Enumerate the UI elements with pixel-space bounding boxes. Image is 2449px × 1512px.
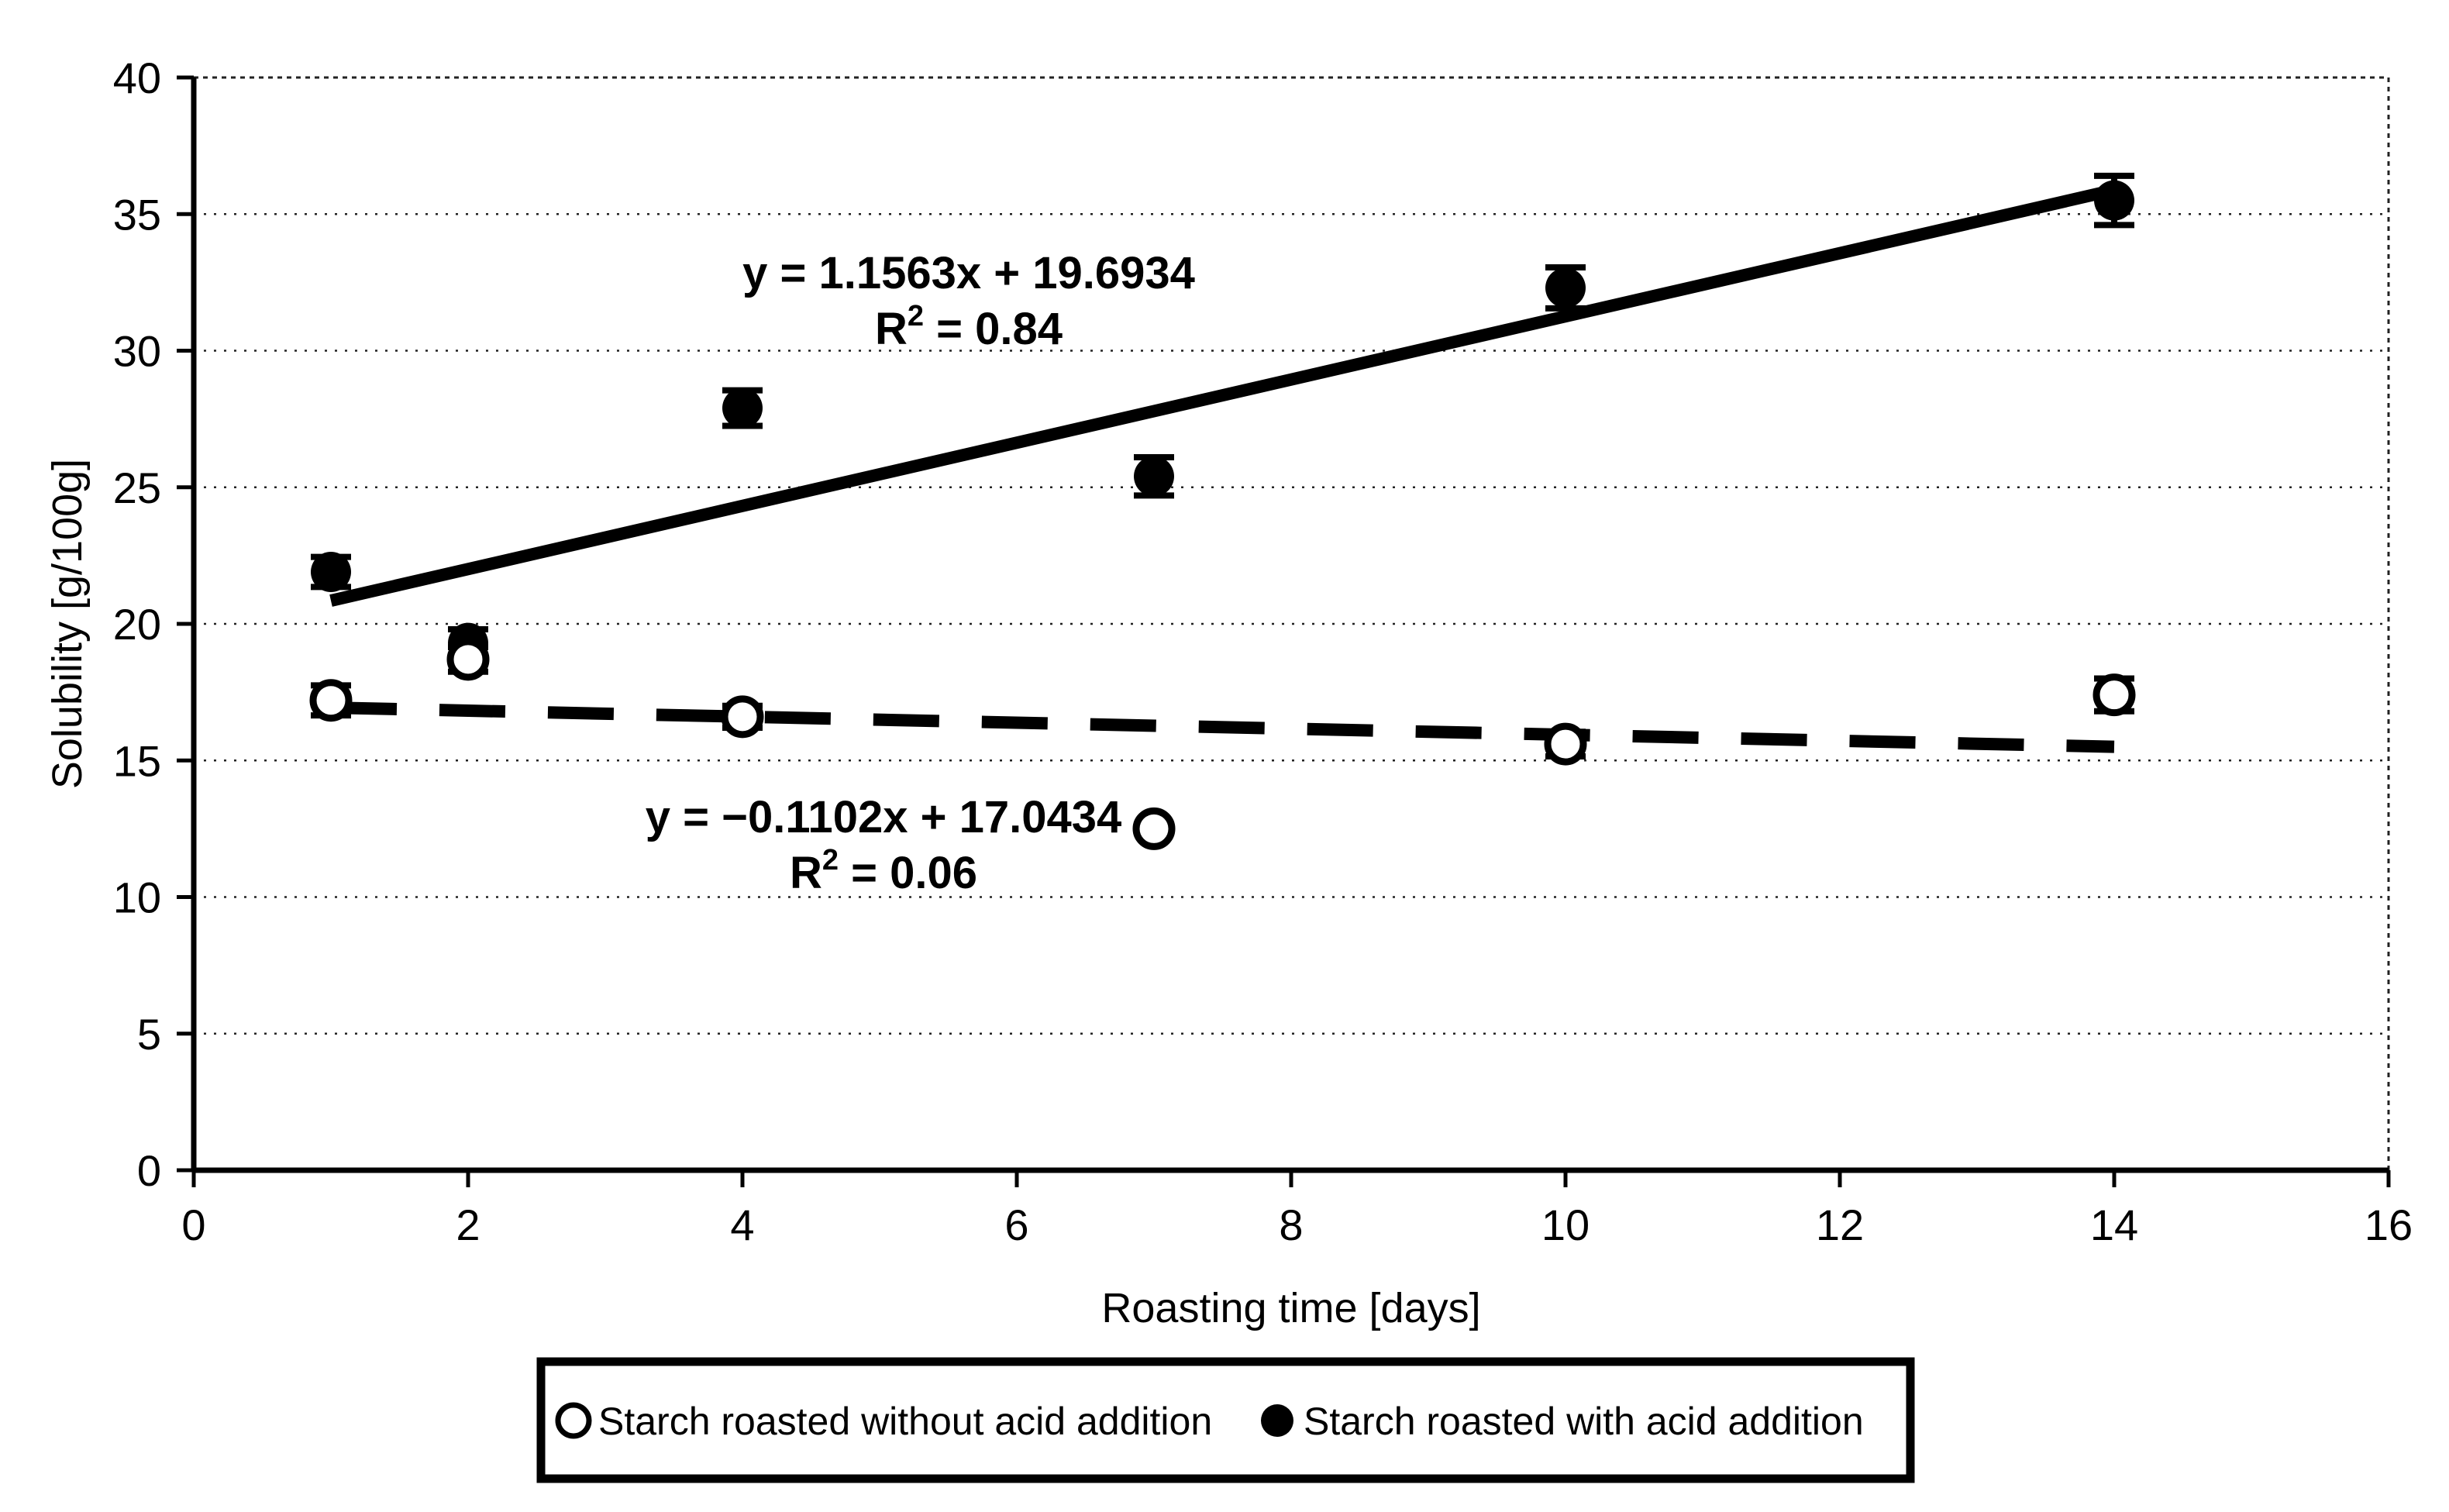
data-point-open-circle bbox=[1544, 722, 1587, 766]
data-point-filled-circle bbox=[2094, 180, 2134, 221]
regression-r2-with-acid: R2 = 0.84 bbox=[875, 300, 1063, 354]
trendline-dashed bbox=[330, 701, 2115, 753]
y-tick-label-35: 35 bbox=[113, 190, 161, 239]
y-tick-label-25: 25 bbox=[113, 463, 161, 512]
axis-ticks bbox=[177, 75, 2391, 1187]
data-point-open-circle bbox=[2092, 673, 2136, 717]
regression-equation-without-acid: y = −0.1102x + 17.0434 bbox=[646, 792, 1121, 842]
x-tick-label-10: 10 bbox=[1541, 1200, 1590, 1249]
regression-annotation-without-acid: y = −0.1102x + 17.0434 R2 = 0.06 bbox=[646, 792, 1121, 898]
x-tick-label-2: 2 bbox=[456, 1200, 480, 1249]
y-tick-label-30: 30 bbox=[113, 327, 161, 376]
y-tick-label-5: 5 bbox=[137, 1010, 161, 1059]
data-point-filled-circle bbox=[1134, 456, 1174, 497]
y-tick-label-10: 10 bbox=[113, 873, 161, 922]
y-tick-label-40: 40 bbox=[113, 53, 161, 102]
x-tick-label-6: 6 bbox=[1004, 1200, 1028, 1249]
regression-r2-without-acid: R2 = 0.06 bbox=[790, 844, 977, 898]
data-point-filled-circle bbox=[311, 552, 351, 593]
x-tick-label-4: 4 bbox=[730, 1200, 754, 1249]
legend-box bbox=[536, 1357, 1915, 1483]
plot-content bbox=[309, 172, 2136, 850]
data-point-open-circle bbox=[721, 695, 764, 739]
legend: Starch roasted without acid addition Sta… bbox=[536, 1357, 1915, 1483]
y-axis-title: Solubility [g/100g] bbox=[44, 459, 91, 789]
x-tick-label-0: 0 bbox=[181, 1200, 205, 1249]
x-tick-label-12: 12 bbox=[1816, 1200, 1864, 1249]
data-point-filled-circle bbox=[722, 387, 763, 429]
gridlines bbox=[194, 76, 2389, 1035]
regression-annotation-with-acid: y = 1.1563x + 19.6934 R2 = 0.84 bbox=[742, 248, 1195, 354]
legend-filled-circle-icon bbox=[1261, 1404, 1293, 1437]
trendline-solid bbox=[329, 184, 2116, 607]
y-tick-label-0: 0 bbox=[137, 1146, 161, 1195]
regression-equation-with-acid: y = 1.1563x + 19.6934 bbox=[742, 248, 1195, 298]
legend-label-with-acid: Starch roasted with acid addition bbox=[1304, 1400, 1864, 1443]
data-point-open-circle bbox=[446, 638, 490, 681]
legend-label-without-acid: Starch roasted without acid addition bbox=[598, 1400, 1212, 1443]
data-point-open-circle bbox=[309, 679, 353, 722]
x-tick-label-8: 8 bbox=[1279, 1200, 1303, 1249]
axis-tick-labels: 0 5 10 15 20 25 30 35 40 0 2 4 6 8 10 12 14 16 bbox=[113, 53, 2413, 1249]
legend-open-circle-icon bbox=[555, 1402, 592, 1439]
y-tick-label-20: 20 bbox=[113, 600, 161, 649]
y-tick-label-15: 15 bbox=[113, 736, 161, 785]
data-point-open-circle bbox=[1132, 807, 1176, 850]
x-axis-title: Roasting time [days] bbox=[1101, 1285, 1480, 1331]
x-tick-label-16: 16 bbox=[2365, 1200, 2413, 1249]
data-point-filled-circle bbox=[1545, 267, 1586, 308]
x-tick-label-14: 14 bbox=[2090, 1200, 2138, 1249]
